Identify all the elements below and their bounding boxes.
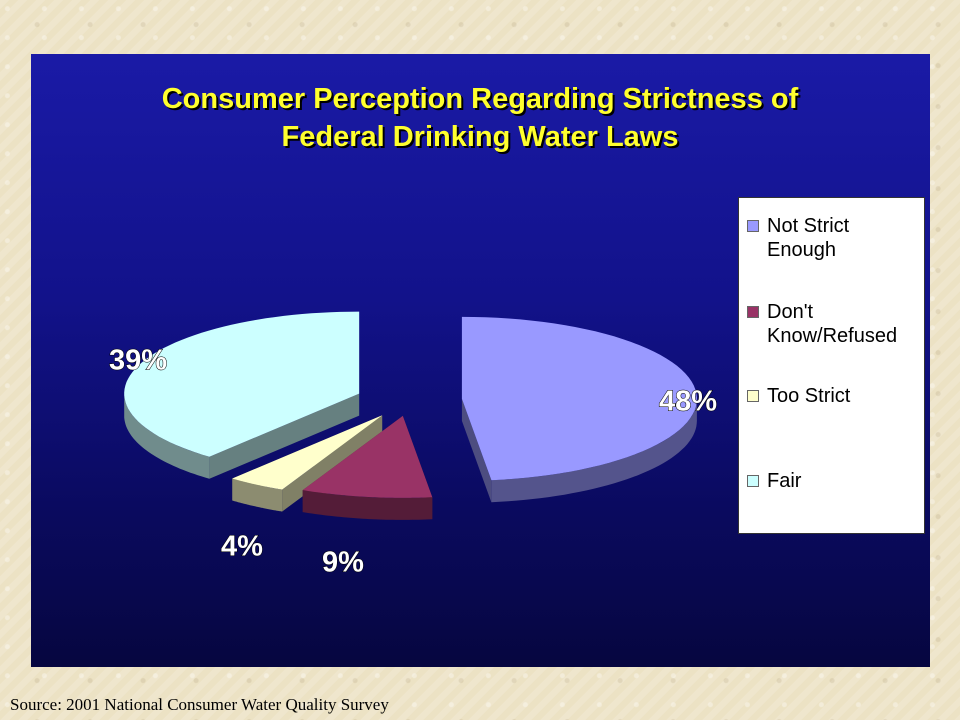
pie-slice-top-not-strict-enough [461,316,697,481]
legend-label-not-strict-enough: Not Strict Enough [767,215,850,261]
legend-swatch-dont-know-refused [747,306,759,318]
pie-slice-top-too-strict [232,415,383,490]
pie-slice-fair [124,311,360,479]
pie-slice-dont-know-refused [302,415,433,520]
legend-label-dont-know-refused: Don't Know/Refused [767,301,898,347]
data-label-dont-know-refused: 9% [322,547,364,579]
data-label-too-strict: 4% [221,531,263,563]
pie-slice-side-not-strict-enough [491,398,697,503]
chart-title: Consumer Perception Regarding Strictness… [0,80,960,156]
chart-title-line-2: Federal Drinking Water Laws [281,121,679,153]
pie-slice-wall-fair-0 [209,393,360,479]
legend-swatch-not-strict-enough [747,220,759,232]
data-label-not-strict-enough: 48% [659,386,717,418]
pie-slice-side-fair [124,393,210,479]
chart-title-line-1: Consumer Perception Regarding Strictness… [161,83,799,115]
pie-slice-top-fair [124,311,360,457]
source-note: Source: 2001 National Consumer Water Qua… [10,695,389,714]
chart-legend: Not Strict Enough Don't Know/Refused Too… [738,197,925,534]
legend-label-fair: Fair [767,470,802,492]
pie-slice-side-dont-know-refused [302,490,433,520]
data-label-fair: 39% [109,345,167,377]
pie-slice-side-too-strict [232,478,283,512]
legend-label-too-strict: Too Strict [767,385,851,407]
pie-slice-not-strict-enough [461,316,697,503]
pie-slice-top-dont-know-refused [302,415,433,498]
legend-swatch-fair [747,475,759,487]
legend-swatch-too-strict [747,390,759,402]
pie-slice-wall-not-strict-enough-1 [461,398,492,503]
